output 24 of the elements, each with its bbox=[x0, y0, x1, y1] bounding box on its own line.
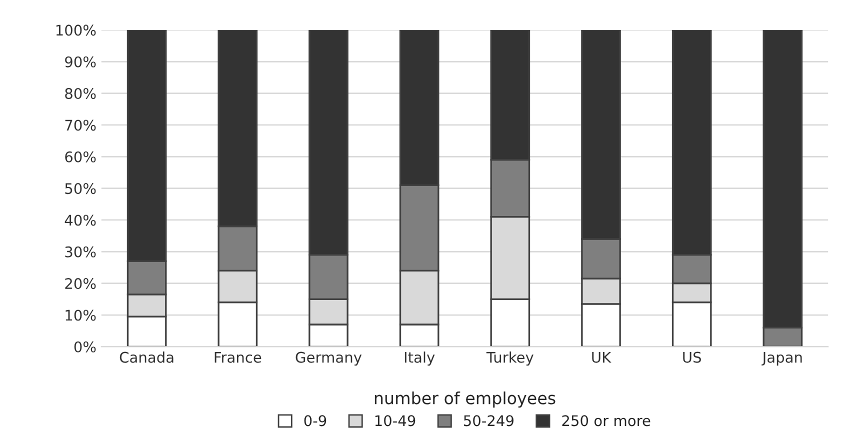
y-tick-label: 10% bbox=[66, 310, 96, 321]
legend-label: 10-49 bbox=[375, 415, 416, 426]
x-tick-label: Turkey bbox=[486, 352, 534, 366]
legend-label: 50-249 bbox=[464, 415, 514, 426]
x-tick-label: Italy bbox=[404, 352, 435, 366]
y-tick-label: 30% bbox=[65, 246, 96, 258]
legend-title: number of employees bbox=[374, 391, 556, 408]
x-tick-label: France bbox=[214, 352, 262, 363]
y-tick-label: 40% bbox=[64, 214, 96, 226]
y-tick-label: 70% bbox=[65, 120, 96, 131]
y-tick-label: 0% bbox=[74, 341, 96, 352]
y-tick-label: 90% bbox=[65, 56, 96, 68]
y-tick-label: 60% bbox=[65, 151, 96, 162]
legend-label: 250 or more bbox=[562, 415, 650, 426]
y-tick-label: 20% bbox=[65, 278, 96, 290]
legend-label: 0-9 bbox=[304, 415, 326, 426]
y-tick-label: 80% bbox=[65, 88, 96, 100]
y-tick-label: 100% bbox=[56, 24, 96, 36]
x-tick-label: Canada bbox=[120, 352, 174, 363]
x-tick-label: US bbox=[683, 352, 701, 363]
x-tick-label: Germany bbox=[296, 352, 362, 366]
x-tick-label: Japan bbox=[762, 352, 802, 366]
y-tick-label: 50% bbox=[65, 183, 96, 194]
x-tick-label: UK bbox=[592, 352, 612, 363]
